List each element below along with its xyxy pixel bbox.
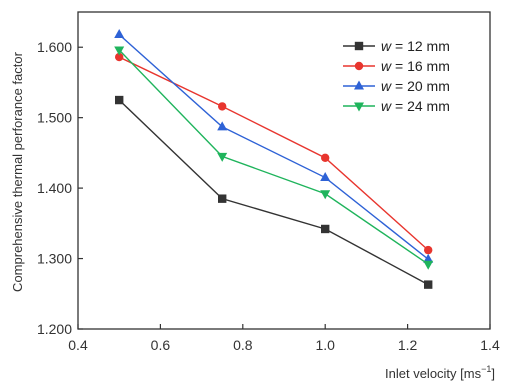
series-3 (114, 29, 434, 263)
series-line (118, 49, 429, 265)
legend-label: w = 24 mm (381, 98, 450, 114)
y-tick-label: 1.400 (37, 180, 72, 196)
legend-rest: = 20 mm (391, 78, 450, 94)
legend-var: w (381, 58, 392, 74)
x-tick-label: 0.8 (233, 337, 253, 353)
legend-marker (354, 102, 364, 112)
legend-var: w (381, 38, 392, 54)
data-point (423, 260, 434, 270)
legend-var: w (381, 78, 392, 94)
data-point (115, 95, 124, 105)
x-tick-label: 1.4 (480, 337, 500, 353)
axis-ticks: 0.4 0.6 0.8 1.0 1.2 1.4 1.200 1.300 1.400 1.500 1.… (37, 39, 500, 353)
series-line (118, 99, 429, 286)
legend-rest: = 16 mm (391, 58, 450, 74)
data-point (424, 245, 433, 255)
data-point (218, 102, 227, 111)
data-point (217, 121, 228, 131)
x-tick-label: 0.4 (68, 337, 88, 353)
y-tick-label: 1.600 (37, 39, 72, 55)
x-axis-title-main: Inlet velocity [ms (385, 366, 482, 381)
legend-var: w (381, 98, 392, 114)
plot-frame (77, 11, 491, 330)
data-point (114, 29, 125, 39)
data-point (320, 172, 331, 182)
data-point (423, 253, 434, 263)
y-axis-title: Comprehensive thermal perforance factor (10, 51, 25, 292)
legend-item: w = 16 mm (343, 58, 450, 74)
legend: w = 12 mmw = 16 mmw = 20 mmw = 24 mm (343, 38, 450, 114)
x-axis-title-sup: −1 (481, 364, 491, 374)
legend-item: w = 20 mm (343, 78, 450, 94)
legend-label: w = 12 mm (381, 38, 450, 54)
series-2 (115, 52, 433, 255)
legend-label: w = 16 mm (381, 58, 450, 74)
y-tick-label: 1.200 (37, 321, 72, 337)
legend-item: w = 12 mm (343, 38, 450, 54)
data-point (321, 153, 330, 163)
legend-rest: = 24 mm (391, 98, 450, 114)
series-4 (114, 46, 434, 270)
legend-marker (354, 41, 364, 51)
data-point (320, 190, 331, 200)
series-line (118, 34, 429, 260)
x-tick-label: 1.2 (398, 337, 418, 353)
legend-item: w = 24 mm (343, 98, 450, 114)
data-point (321, 224, 330, 234)
legend-marker (354, 80, 364, 90)
series-line (118, 56, 429, 251)
x-tick-label: 1.0 (315, 337, 335, 353)
y-tick-label: 1.300 (37, 251, 72, 267)
series-layer (114, 29, 434, 289)
data-point (424, 280, 433, 289)
series-1 (115, 95, 433, 289)
legend-rest: = 12 mm (391, 38, 450, 54)
x-tick-label: 0.6 (151, 337, 171, 353)
data-point (218, 194, 227, 203)
data-point (217, 152, 228, 162)
legend-marker (354, 61, 364, 71)
x-axis-title: Inlet velocity [ms−1] (385, 364, 495, 381)
legend-label: w = 20 mm (381, 78, 450, 94)
y-tick-label: 1.500 (37, 110, 72, 126)
data-point (115, 52, 124, 62)
x-axis-title-close: ] (491, 366, 495, 381)
data-point (114, 46, 125, 56)
